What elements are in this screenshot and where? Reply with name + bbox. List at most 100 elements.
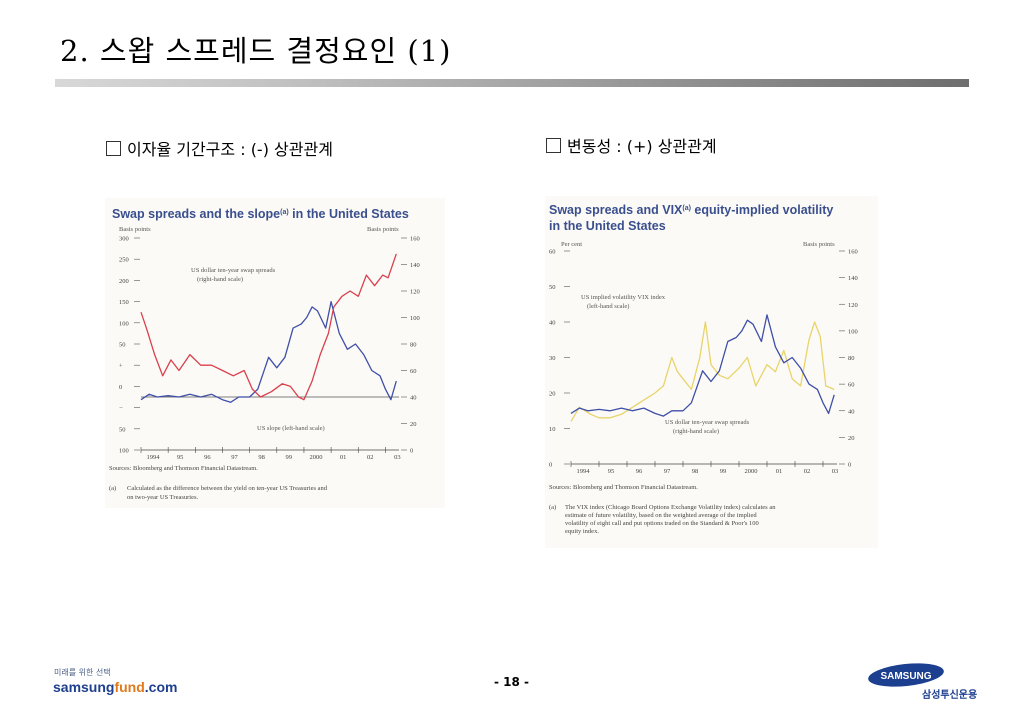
series-scale-vix: (left-hand scale): [587, 303, 629, 310]
footnote-marker: (a): [109, 485, 116, 492]
right-tick-label: 120: [848, 302, 858, 309]
right-tick-label: 40: [848, 408, 855, 415]
right-tick-label: 120: [410, 289, 420, 296]
right-heading: 변동성 : (+) 상관관계: [546, 133, 717, 157]
series-line-1: [570, 314, 835, 417]
right-tick-label: 140: [410, 262, 420, 269]
left-tick-label: +: [119, 363, 123, 370]
x-tick-label: 96: [636, 468, 643, 475]
x-tick-label: 01: [340, 454, 347, 461]
right-heading-label: 변동성 : (+) 상관관계: [567, 137, 717, 156]
series-line-0: [140, 300, 397, 403]
left-tick-label: 0: [119, 384, 122, 391]
series-label-swap: US dollar ten-year swap spreads: [665, 419, 750, 426]
footer-url[interactable]: samsungfund.com: [53, 679, 178, 695]
left-tick-label: 30: [549, 355, 556, 362]
series-label-slope: US slope (left-hand scale): [257, 425, 325, 432]
x-tick-label: 01: [776, 468, 783, 475]
chart-title: Swap spreads and VIX(a) equity-implied v…: [549, 203, 833, 217]
left-tick-label: 100: [119, 448, 129, 455]
left-tick-label: −: [119, 405, 123, 412]
left-tick-label: 0: [549, 462, 552, 469]
right-tick-label: 100: [410, 315, 420, 322]
right-tick-label: 20: [410, 421, 417, 428]
footer-tagline: 미래를 위한 선택: [54, 668, 111, 677]
left-tick-label: 50: [119, 426, 126, 433]
left-axis-unit: Per cent: [561, 241, 582, 248]
checkbox-bullet-icon: [546, 138, 561, 153]
right-tick-label: 100: [848, 328, 858, 335]
right-tick-label: 20: [848, 435, 855, 442]
footnote-line-1: The VIX index (Chicago Board Options Exc…: [565, 504, 776, 511]
footnote-marker: (a): [549, 504, 556, 511]
left-tick-label: 20: [549, 391, 556, 398]
right-tick-label: 80: [410, 342, 417, 349]
samsung-logo: SAMSUNG: [866, 663, 946, 695]
series-label-swap: US dollar ten-year swap spreads: [191, 267, 276, 274]
svg-text:SAMSUNG: SAMSUNG: [880, 671, 931, 682]
x-tick-label: 03: [394, 454, 401, 461]
x-tick-label: 03: [832, 468, 839, 475]
right-tick-label: 40: [410, 395, 417, 402]
footnote-line-2: on two-year US Treasuries.: [127, 494, 199, 501]
x-tick-label: 2000: [745, 468, 758, 475]
right-tick-label: 60: [848, 382, 855, 389]
right-tick-label: 160: [848, 249, 858, 256]
left-tick-label: 60: [549, 249, 556, 256]
left-heading-label: 이자율 기간구조 : (-) 상관관계: [127, 140, 333, 159]
left-tick-label: 50: [119, 342, 126, 349]
x-tick-label: 99: [286, 454, 293, 461]
right-tick-label: 80: [848, 355, 855, 362]
series-scale-swap: (right-hand scale): [673, 428, 719, 435]
series-line-0: [570, 321, 835, 422]
chart-swap-slope-svg: Swap spreads and the slope(a) in the Uni…: [109, 207, 420, 501]
right-tick-label: 60: [410, 368, 417, 375]
chart-swap-vix-svg: Swap spreads and VIX(a) equity-implied v…: [549, 203, 858, 535]
x-tick-label: 95: [608, 468, 615, 475]
left-tick-label: 10: [549, 426, 556, 433]
x-tick-label: 02: [804, 468, 811, 475]
chart-swap-slope: Swap spreads and the slope(a) in the Uni…: [105, 198, 445, 508]
company-name: 삼성투신운용: [922, 690, 978, 701]
right-axis-unit: Basis points: [367, 226, 399, 233]
x-tick-label: 97: [664, 468, 671, 475]
series-line-1: [140, 253, 397, 401]
chart-title: Swap spreads and the slope(a) in the Uni…: [112, 207, 409, 221]
right-tick-label: 140: [848, 275, 858, 282]
title-divider: [55, 79, 969, 87]
chart-sources: Sources: Bloomberg and Thomson Financial…: [549, 484, 698, 491]
x-tick-label: 2000: [309, 454, 322, 461]
x-tick-label: 1994: [147, 454, 161, 461]
left-tick-label: 150: [119, 299, 129, 306]
left-tick-label: 100: [119, 320, 129, 327]
series-scale-swap: (right-hand scale): [197, 276, 243, 283]
x-tick-label: 1994: [577, 468, 591, 475]
footnote-line-1: Calculated as the difference between the…: [127, 485, 328, 492]
right-tick-label: 0: [848, 462, 851, 469]
footnote-line-2: estimate of future volatility, based on …: [565, 512, 757, 519]
slide-title: 2. 스왑 스프레드 결정요인 (1): [60, 34, 452, 68]
left-axis-unit: Basis points: [119, 226, 151, 233]
left-tick-label: 50: [549, 284, 556, 291]
x-tick-label: 97: [231, 454, 238, 461]
left-tick-label: 200: [119, 278, 129, 285]
right-axis-unit: Basis points: [803, 241, 835, 248]
right-tick-label: 160: [410, 236, 420, 243]
left-tick-label: 300: [119, 236, 129, 243]
left-tick-label: 250: [119, 257, 129, 264]
x-tick-label: 99: [720, 468, 727, 475]
left-heading: 이자율 기간구조 : (-) 상관관계: [106, 136, 333, 160]
series-label-vix: US implied volatility VIX index: [581, 294, 666, 301]
chart-title-line2: in the United States: [549, 219, 666, 233]
right-tick-label: 0: [410, 448, 413, 455]
x-tick-label: 95: [177, 454, 184, 461]
footnote-line-4: equity index.: [565, 528, 599, 535]
x-tick-label: 98: [692, 468, 699, 475]
footnote-line-3: volatility of eight call and put options…: [565, 520, 759, 527]
x-tick-label: 98: [258, 454, 265, 461]
chart-swap-vix: Swap spreads and VIX(a) equity-implied v…: [545, 196, 878, 548]
left-tick-label: 40: [549, 320, 556, 327]
chart-sources: Sources: Bloomberg and Thomson Financial…: [109, 465, 258, 472]
x-tick-label: 02: [367, 454, 374, 461]
page-number: - 18 -: [494, 675, 530, 689]
